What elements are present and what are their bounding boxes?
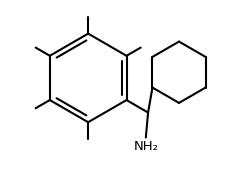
Text: NH₂: NH₂: [133, 140, 158, 153]
